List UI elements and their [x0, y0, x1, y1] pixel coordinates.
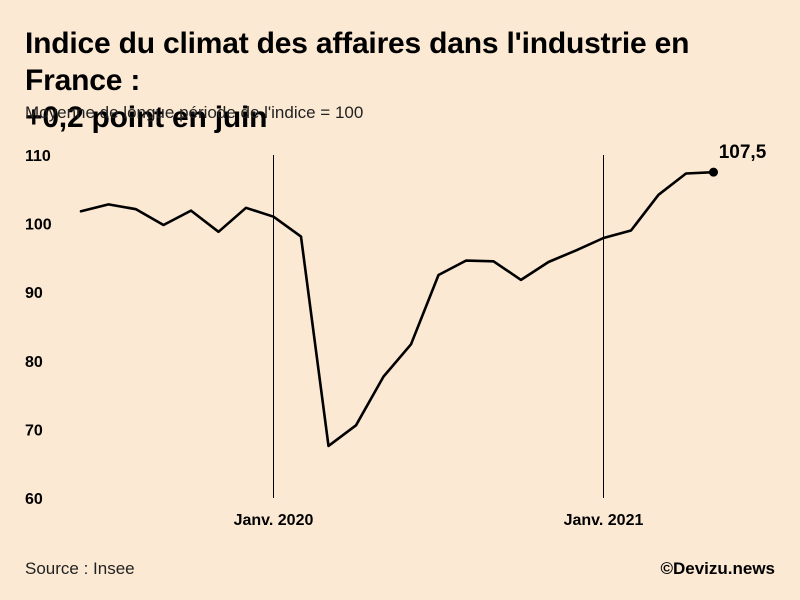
brand-credit: ©Devizu.news — [660, 559, 775, 578]
chart-subtitle: Moyenne de longue période de l'indice = … — [25, 103, 364, 122]
y-tick-label: 100 — [25, 217, 52, 234]
series-layer — [79, 170, 715, 448]
x-tick-label: Janv. 2020 — [234, 512, 314, 529]
last-point-marker — [709, 167, 718, 177]
vertical-markers — [273, 155, 604, 498]
y-tick-label: 70 — [25, 422, 43, 439]
y-axis: 60 70 80 90 100 110 — [25, 148, 52, 508]
series-line — [79, 170, 715, 448]
chart-title-line-2: +0,2 point en juin — [25, 101, 268, 134]
chart-title: Indice du climat des affaires dans l'ind… — [25, 25, 785, 136]
annotations: 107,5 — [709, 142, 767, 177]
last-point-label: 107,5 — [719, 142, 767, 163]
chart-title-line-1: Indice du climat des affaires dans l'ind… — [25, 27, 690, 97]
source-note: Source : Insee — [25, 559, 135, 578]
y-tick-label: 80 — [25, 354, 43, 371]
y-tick-label: 60 — [25, 491, 43, 508]
x-tick-label: Janv. 2021 — [564, 512, 644, 529]
y-tick-label: 90 — [25, 285, 43, 302]
y-tick-label: 110 — [25, 148, 51, 165]
x-axis: Janv. 2020 Janv. 2021 — [234, 512, 644, 529]
